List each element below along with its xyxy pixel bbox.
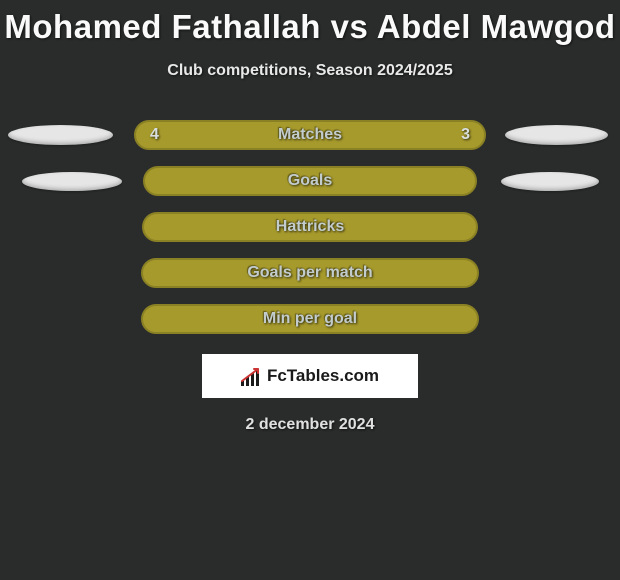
right-ellipse <box>501 172 599 191</box>
stat-label: Hattricks <box>276 218 344 236</box>
stat-row: Goals <box>0 166 620 196</box>
stats-rows: 4 3 Matches Goals Hattricks Goals per match Mi… <box>0 120 620 334</box>
stat-row: Goals per match <box>0 258 620 288</box>
stat-bar: Goals per match <box>141 258 479 288</box>
stat-label: Goals <box>288 172 332 190</box>
stat-row: Min per goal <box>0 304 620 334</box>
logo-text: FcTables.com <box>267 366 379 386</box>
page-title: Mohamed Fathallah vs Abdel Mawgod <box>4 8 615 46</box>
stat-bar: 4 3 Matches <box>134 120 486 150</box>
comparison-container: Mohamed Fathallah vs Abdel Mawgod Club c… <box>0 0 620 434</box>
stat-row: 4 3 Matches <box>0 120 620 150</box>
page-subtitle: Club competitions, Season 2024/2025 <box>167 62 452 80</box>
logo-box: FcTables.com <box>202 354 418 398</box>
right-ellipse <box>505 125 608 145</box>
stat-right-value: 3 <box>461 126 470 144</box>
left-ellipse <box>8 125 113 145</box>
stat-label: Matches <box>278 126 342 144</box>
stat-bar: Hattricks <box>142 212 478 242</box>
stat-label: Min per goal <box>263 310 357 328</box>
stat-left-value: 4 <box>150 126 159 144</box>
stat-bar: Min per goal <box>141 304 479 334</box>
stat-bar: Goals <box>143 166 477 196</box>
stat-row: Hattricks <box>0 212 620 242</box>
left-ellipse <box>22 172 122 191</box>
stat-label: Goals per match <box>247 264 372 282</box>
logo-chart-icon <box>241 366 263 386</box>
date-text: 2 december 2024 <box>246 416 375 434</box>
